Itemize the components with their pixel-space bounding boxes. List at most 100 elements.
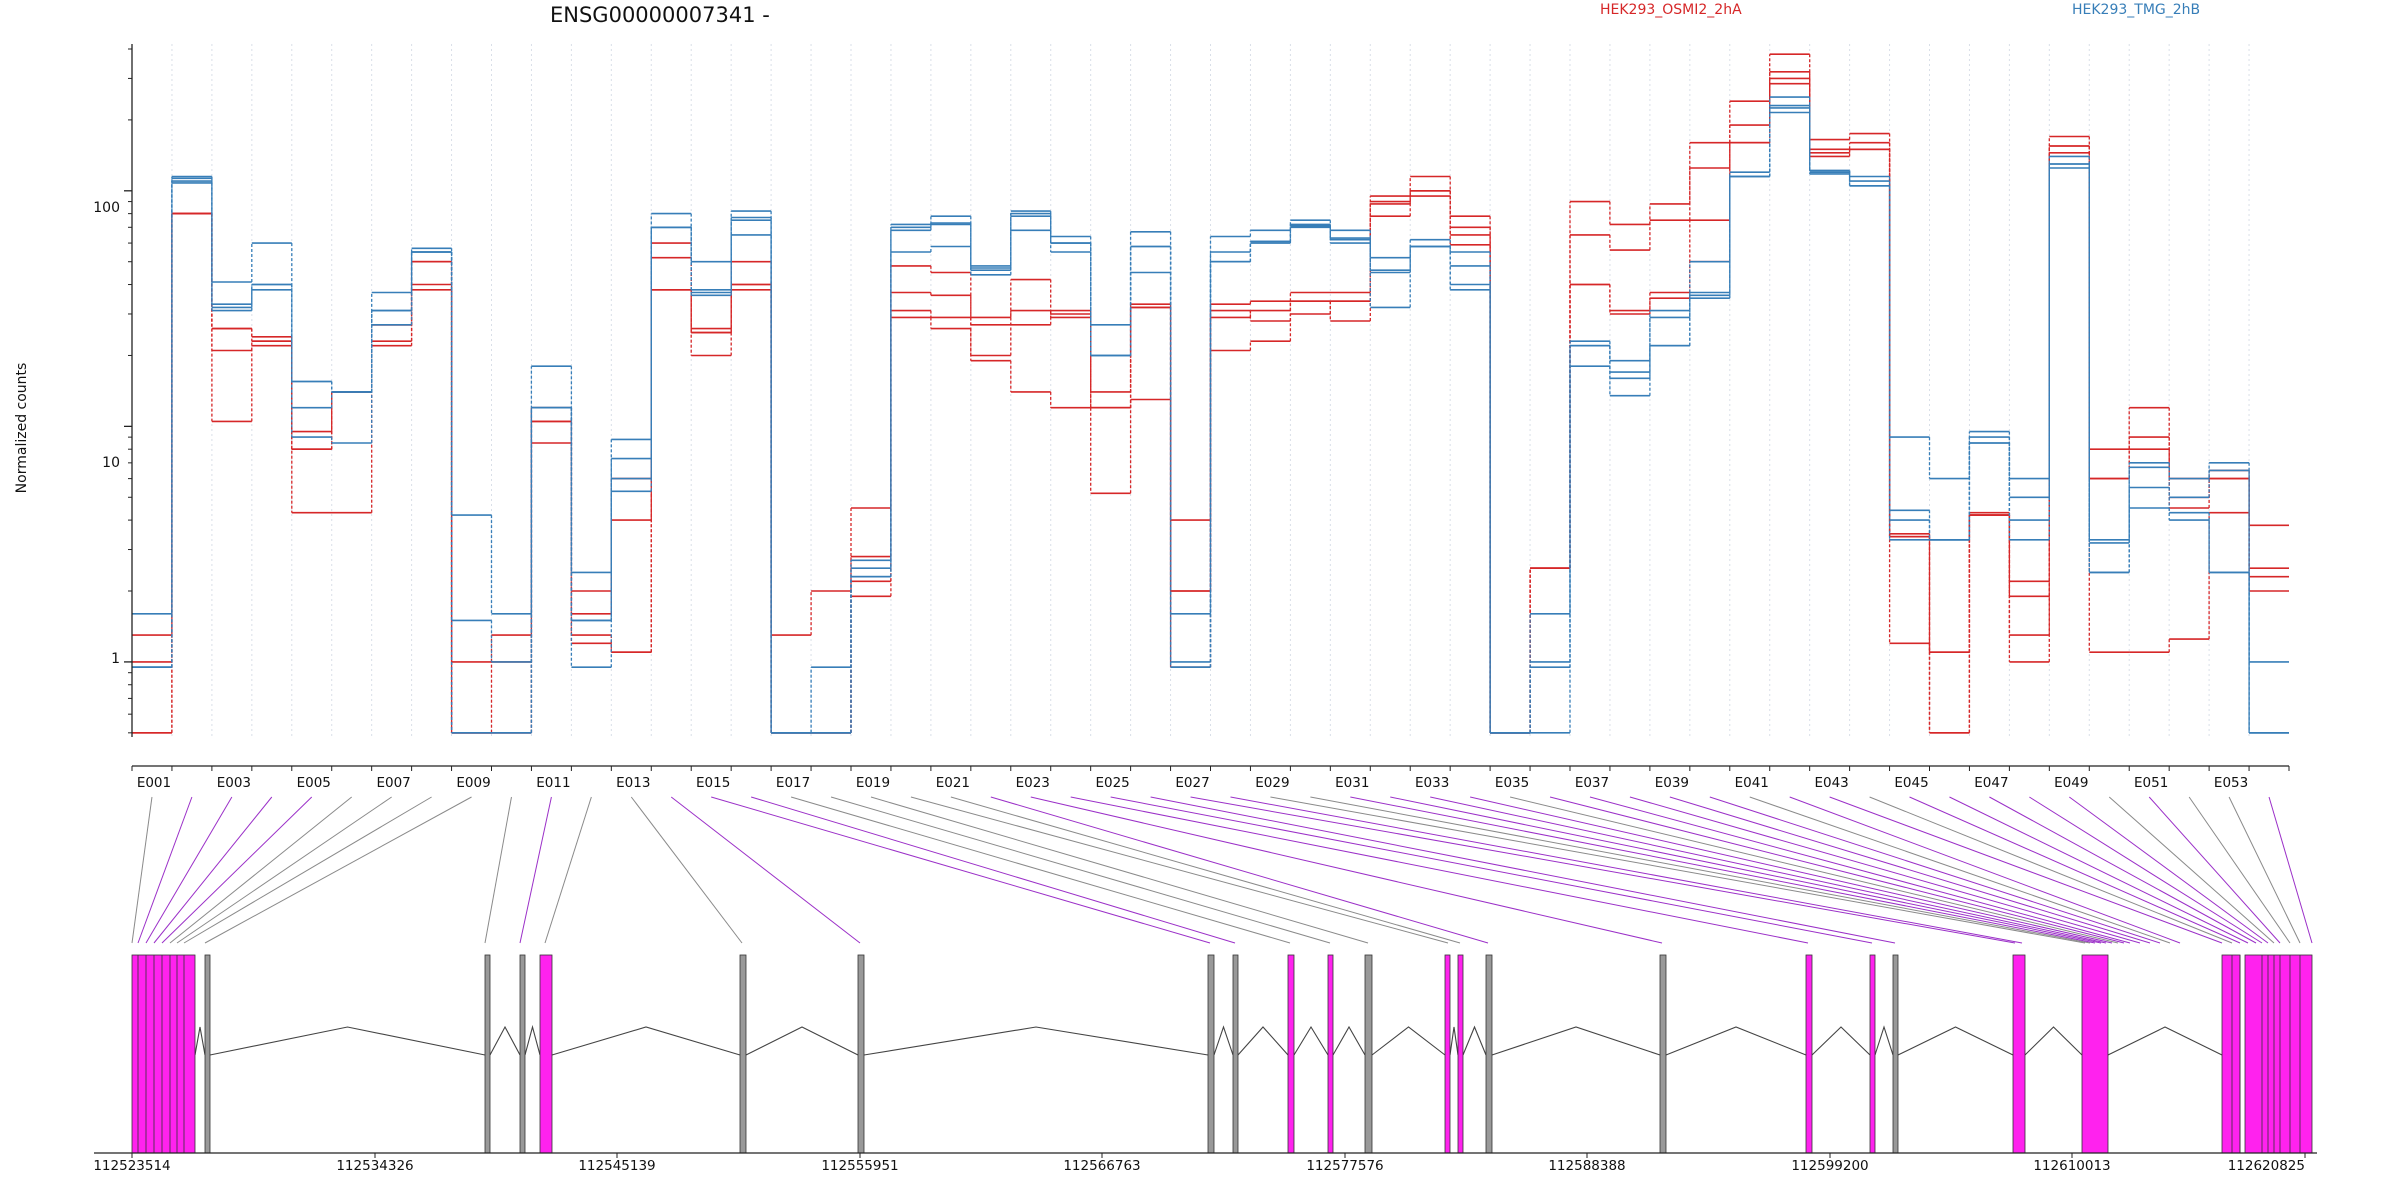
genomic-axis-ticks: 112523514 112534326 112545139 112555951 …	[93, 1153, 2306, 1174]
exon-connector	[1829, 796, 2223, 944]
exon-block	[204, 954, 211, 1154]
exon-connector	[1270, 796, 2086, 944]
exon-connector	[1030, 796, 1663, 944]
genomic-tick-label: 112599200	[1791, 1158, 1868, 1174]
exon-connector	[1909, 796, 2241, 944]
y-tick-label: 100	[93, 200, 120, 216]
exon-block	[1659, 954, 1667, 1154]
exon-connector	[830, 796, 1331, 944]
intron	[1293, 1025, 1329, 1056]
exon-label: E017	[776, 775, 810, 791]
exon-label: E005	[297, 775, 331, 791]
exon-connector	[544, 796, 592, 944]
intron	[745, 1026, 859, 1056]
exon-label: E041	[1735, 775, 1769, 791]
exon-connector	[990, 796, 1489, 944]
intron	[489, 1025, 521, 1056]
exon-label: E047	[1974, 775, 2008, 791]
gene-exon-blocks	[131, 954, 2313, 1154]
exon-connector	[1869, 796, 2233, 944]
exon-block	[1457, 954, 1464, 1154]
exon-label: E035	[1495, 775, 1529, 791]
exon-connector	[1230, 796, 2023, 944]
exon-label: E053	[2214, 775, 2248, 791]
exon-label: E009	[456, 775, 490, 791]
exon-connector	[1789, 796, 2181, 944]
exon-block	[484, 954, 491, 1154]
exon-connector	[1589, 796, 2131, 944]
exon-connector	[137, 796, 193, 944]
genomic-tick-label: 112545139	[578, 1158, 655, 1174]
exon-label: E043	[1814, 775, 1848, 791]
exon-connector	[1709, 796, 2161, 944]
series-1-replicate-3-transitions	[171, 107, 2250, 733]
exon-label: E051	[2134, 775, 2168, 791]
intron	[2107, 1026, 2223, 1056]
exon-label: E049	[2054, 775, 2088, 791]
y-axis-ticks: 100 10 1	[93, 48, 132, 734]
exon-connector	[1150, 796, 1896, 944]
exon-connector	[1350, 796, 2096, 944]
exon-connector	[711, 796, 1211, 944]
exon-connector	[183, 796, 432, 944]
exon-connector	[484, 796, 512, 944]
chart-title: ENSG00000007341 -	[550, 3, 770, 27]
exon-label: E031	[1335, 775, 1369, 791]
exon-block	[2012, 954, 2026, 1154]
exon-block	[131, 954, 196, 1154]
exon-block	[1364, 954, 1373, 1154]
exon-connector	[870, 796, 1369, 944]
exon-label: E045	[1894, 775, 1928, 791]
exon-block	[539, 954, 553, 1154]
gene-introns	[194, 1024, 2223, 1056]
exon-label: E001	[137, 775, 171, 791]
exon-label: E003	[217, 775, 251, 791]
legend-series-osmi2: HEK293_OSMI2_2hA	[1600, 2, 1742, 18]
exon-connector	[670, 796, 861, 944]
intron	[551, 1026, 741, 1056]
exon-connector	[1749, 796, 2171, 944]
exon-connector	[161, 796, 313, 944]
intron	[1665, 1026, 1807, 1056]
intron	[1874, 1025, 1894, 1056]
exon-block	[1207, 954, 1215, 1154]
intron	[1371, 1026, 1446, 1056]
exon-connector	[2268, 796, 2313, 944]
intron	[1332, 1025, 1366, 1056]
intron	[524, 1024, 541, 1056]
exon-connector	[1190, 796, 2016, 944]
exon-label: E027	[1175, 775, 1209, 791]
genomic-tick-label: 112523514	[93, 1158, 170, 1174]
intron	[1449, 1026, 1459, 1056]
exon-label: E007	[376, 775, 410, 791]
exon-connector	[2069, 796, 2269, 944]
exon-block	[2081, 954, 2109, 1154]
intron	[1897, 1026, 2014, 1056]
exon-connector	[1070, 796, 1809, 944]
exon-label: E037	[1575, 775, 1609, 791]
exon-connector	[1629, 796, 2141, 944]
exon-block	[2244, 954, 2313, 1154]
exon-connector	[1949, 796, 2249, 944]
exon-label: E019	[856, 775, 890, 791]
exon-connector	[2188, 796, 2291, 944]
exon-label: E033	[1415, 775, 1449, 791]
genomic-tick-label: 112610013	[2033, 1158, 2110, 1174]
series-lines	[132, 53, 2289, 734]
exon-labels: E001 E003 E005 E007 E009 E011 E013 E015 E017 E019…	[131, 766, 2290, 791]
exon-block	[1444, 954, 1451, 1154]
exon-connector	[2228, 796, 2301, 944]
exon-label: E011	[536, 775, 570, 791]
intron	[1237, 1026, 1289, 1056]
genomic-tick-label: 112534326	[336, 1158, 413, 1174]
exon-connector	[910, 796, 1449, 944]
exon-connector	[1390, 796, 2102, 944]
exon-connector	[2148, 796, 2281, 944]
exon-label: E039	[1655, 775, 1689, 791]
exon-connector	[630, 796, 743, 944]
exon-block	[1805, 954, 1813, 1154]
exon-label: E021	[936, 775, 970, 791]
intron	[209, 1026, 486, 1056]
intron	[1213, 1025, 1234, 1056]
